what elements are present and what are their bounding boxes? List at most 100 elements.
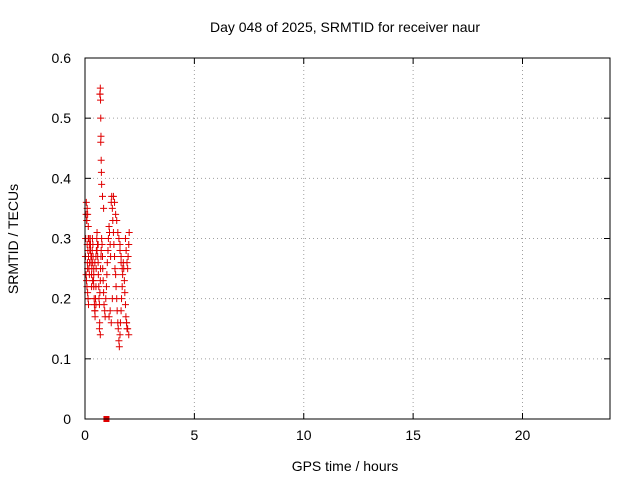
data-point bbox=[83, 277, 91, 285]
data-point bbox=[92, 253, 100, 261]
grid bbox=[85, 58, 610, 419]
data-point bbox=[91, 259, 99, 267]
data-point bbox=[121, 235, 129, 242]
data-point bbox=[118, 283, 126, 291]
data-point bbox=[97, 132, 105, 140]
x-axis-label: GPS time / hours bbox=[292, 458, 399, 474]
data-point bbox=[104, 247, 112, 255]
data-point bbox=[115, 343, 123, 351]
data-point bbox=[123, 319, 131, 327]
data-point bbox=[105, 222, 113, 230]
data-point bbox=[117, 259, 125, 267]
x-tick-label: 15 bbox=[405, 427, 421, 443]
data-point bbox=[112, 210, 120, 218]
data-point bbox=[116, 319, 124, 327]
x-tick-label: 0 bbox=[81, 427, 89, 443]
data-point bbox=[99, 277, 107, 285]
y-tick-label: 0.1 bbox=[52, 351, 72, 367]
data-point bbox=[89, 277, 97, 285]
data-point bbox=[85, 241, 93, 249]
data-point bbox=[100, 301, 108, 309]
data-point bbox=[106, 307, 114, 315]
data-point bbox=[112, 271, 120, 279]
data-point bbox=[92, 301, 100, 309]
data-point bbox=[116, 241, 124, 249]
data-point bbox=[123, 259, 131, 267]
data-point bbox=[98, 180, 106, 188]
data-point bbox=[98, 235, 106, 242]
data-point bbox=[97, 156, 105, 164]
data-point bbox=[113, 216, 121, 224]
data-point bbox=[105, 313, 113, 321]
data-point bbox=[121, 289, 129, 297]
data-point bbox=[125, 331, 133, 339]
data-point bbox=[108, 204, 116, 212]
data-point bbox=[107, 319, 115, 327]
data-point bbox=[104, 235, 112, 242]
data-point bbox=[91, 307, 99, 315]
data-point bbox=[115, 235, 123, 242]
data-point bbox=[125, 228, 133, 236]
data-point bbox=[125, 241, 133, 249]
data-point bbox=[84, 295, 92, 303]
x-tick-label: 20 bbox=[515, 427, 531, 443]
data-point bbox=[93, 247, 101, 255]
data-point bbox=[90, 265, 98, 273]
data-point bbox=[97, 96, 105, 104]
data-point bbox=[99, 253, 106, 261]
data-point bbox=[111, 265, 119, 273]
data-point bbox=[117, 307, 125, 315]
data-point bbox=[114, 228, 122, 236]
y-tick-label: 0.6 bbox=[52, 50, 72, 66]
data-point bbox=[96, 84, 104, 92]
data-point bbox=[110, 241, 118, 249]
data-point bbox=[97, 138, 105, 146]
data-point bbox=[122, 313, 130, 321]
data-point bbox=[109, 192, 117, 200]
chart-title: Day 048 of 2025, SRMTID for receiver nau… bbox=[210, 19, 480, 35]
data-point bbox=[95, 325, 103, 333]
data-point bbox=[115, 337, 123, 345]
data-points bbox=[81, 84, 133, 422]
x-tick-label: 10 bbox=[296, 427, 312, 443]
data-point bbox=[120, 277, 128, 285]
data-point bbox=[91, 313, 99, 321]
data-point bbox=[85, 301, 92, 309]
data-point bbox=[93, 228, 101, 236]
data-point bbox=[124, 253, 132, 261]
data-point bbox=[118, 295, 126, 303]
data-point bbox=[83, 216, 91, 224]
data-point bbox=[119, 271, 127, 279]
plot-frame bbox=[84, 57, 611, 420]
data-point bbox=[96, 319, 104, 327]
data-point bbox=[102, 295, 110, 303]
data-point bbox=[95, 295, 103, 303]
data-point bbox=[124, 325, 132, 333]
data-point bbox=[82, 271, 90, 279]
data-point bbox=[108, 295, 116, 303]
data-point bbox=[116, 247, 124, 255]
data-point bbox=[102, 283, 110, 291]
data-point bbox=[96, 331, 104, 339]
data-point bbox=[122, 247, 130, 255]
data-point bbox=[103, 259, 111, 267]
x-tick-label: 5 bbox=[190, 427, 198, 443]
data-point bbox=[100, 204, 108, 212]
data-point bbox=[100, 289, 108, 297]
y-tick-label: 0 bbox=[63, 411, 71, 427]
y-tick-label: 0.4 bbox=[52, 170, 72, 186]
y-tick-label: 0.5 bbox=[52, 110, 72, 126]
data-point bbox=[95, 283, 103, 291]
data-point bbox=[121, 301, 129, 309]
data-point bbox=[114, 325, 122, 333]
data-point bbox=[97, 168, 105, 176]
y-tick-label: 0.3 bbox=[52, 231, 72, 247]
data-point bbox=[117, 253, 125, 261]
data-point bbox=[116, 331, 124, 339]
data-point bbox=[96, 90, 104, 98]
data-point bbox=[112, 283, 120, 291]
data-point bbox=[94, 241, 102, 249]
data-point bbox=[99, 265, 107, 273]
data-point bbox=[84, 222, 92, 230]
